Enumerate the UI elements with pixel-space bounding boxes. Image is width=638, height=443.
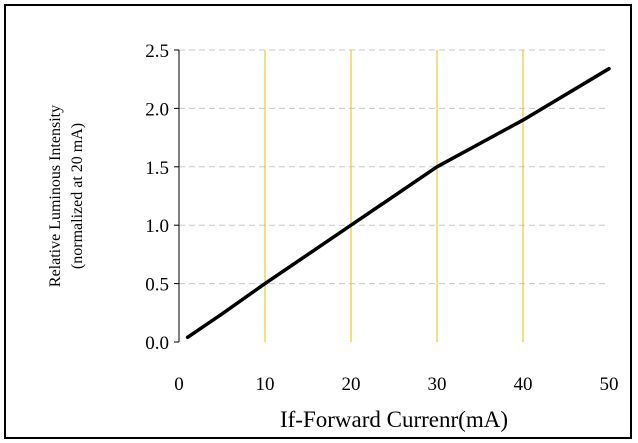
y-tick-label-0: 0.0 [145,333,169,354]
x-tick-label-0: 0 [174,374,184,395]
y-axis-label-line-1: Relative Luminous Intensity [47,105,64,287]
x-tick-labels: 0 10 20 30 40 50 [174,374,618,395]
x-axis-label: If-Forward Currenr(mA) [280,407,508,432]
chart-frame [4,4,632,439]
x-tick-label-5: 50 [600,374,619,395]
y-tick-label-5: 2.5 [145,41,169,62]
grid [179,49,609,342]
x-tick-label-4: 40 [514,374,533,395]
x-tick-label-2: 20 [342,374,361,395]
x-tick-label-1: 10 [256,374,275,395]
y-tick-label-1: 0.5 [145,275,169,296]
series [185,66,611,340]
y-tick-label-4: 2.0 [145,99,169,120]
y-tick-label-2: 1.0 [145,216,169,237]
y-tick-label-3: 1.5 [145,158,169,179]
series-line-0 [185,66,611,340]
x-tick-label-3: 30 [428,374,447,395]
y-axis-label-line-2: (normalized at 20 mA) [69,123,86,269]
y-tick-labels: 0.0 0.5 1.0 1.5 2.0 2.5 [145,41,179,354]
